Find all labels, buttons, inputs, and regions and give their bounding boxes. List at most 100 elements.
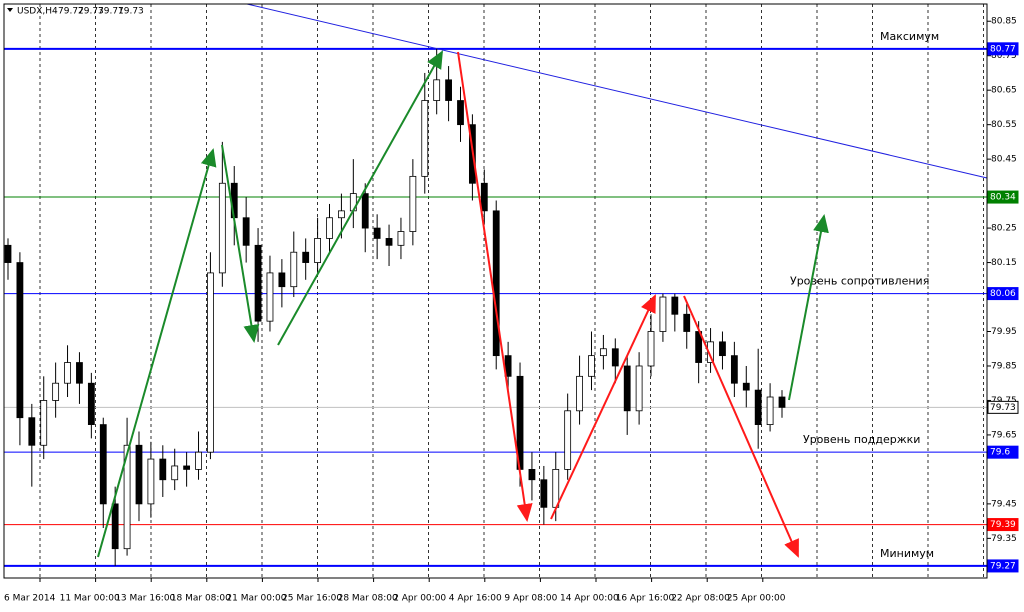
candle-body: [254, 244, 262, 322]
candle-body: [207, 272, 214, 453]
candle-body: [730, 355, 738, 384]
plot-frame: [3, 3, 988, 579]
candle-body: [492, 210, 500, 357]
x-tick-label: 25 Apr 00:00: [727, 594, 786, 604]
header-value: 79.72: [58, 7, 84, 17]
level-price-box: [987, 445, 1019, 459]
level-price-box: [987, 42, 1019, 56]
menu-triangle[interactable]: [7, 8, 13, 12]
levels: Максимум Уровень сопротивления Уровень под…: [4, 30, 987, 567]
level-label: Минимум: [880, 547, 934, 560]
x-tick-label: 2 Apr 00:00: [393, 594, 446, 604]
level-price: 80.77: [990, 44, 1016, 54]
candle-body: [242, 217, 250, 246]
candle-body: [766, 396, 774, 425]
candle-body: [111, 503, 119, 550]
candles: [4, 48, 786, 566]
candle-body: [528, 469, 536, 481]
candle-body: [683, 313, 691, 332]
symbol: USDX,H4: [17, 7, 58, 17]
y-tick-label: 79.65: [991, 430, 1017, 440]
arrow: [683, 295, 799, 558]
arrow: [550, 294, 656, 520]
candle-body: [99, 424, 107, 505]
y-tick-label: 80.55: [991, 120, 1017, 130]
candle-body: [87, 382, 95, 425]
level-price-box: [987, 518, 1019, 532]
y-tick-label: 80.15: [991, 258, 1017, 268]
level-price: 79.73: [990, 403, 1016, 413]
x-tick-label: 22 Apr 08:00: [671, 594, 730, 604]
candle-body: [659, 296, 667, 332]
candle-body: [540, 479, 548, 508]
candle-body: [564, 410, 572, 470]
y-tick-label: 79.45: [991, 499, 1017, 509]
trend-line: [246, 3, 988, 179]
header-value: 79.73: [78, 7, 104, 17]
candle-body: [552, 469, 560, 508]
candle-body: [623, 365, 631, 412]
x-tick-label: 28 Mar 08:00: [338, 594, 398, 604]
y-tick-label: 80.75: [991, 51, 1017, 61]
level-label: Максимум: [880, 30, 939, 43]
arrow: [97, 148, 217, 558]
x-tick-label: 18 Mar 08:00: [171, 594, 231, 604]
y-tick-label: 79.35: [991, 534, 1017, 544]
level-label: Уровень сопротивления: [790, 275, 929, 288]
arrow: [788, 214, 829, 401]
x-tick-label: 9 Apr 08:00: [504, 594, 557, 604]
candle-body: [361, 193, 369, 229]
level-price: 79.39: [990, 520, 1016, 530]
arrow: [457, 51, 533, 522]
candle-body: [754, 389, 762, 425]
level-price-box: [987, 190, 1019, 204]
candle-body: [76, 362, 83, 384]
candle-body: [52, 382, 60, 401]
candle-body: [314, 238, 322, 263]
candle-body: [123, 444, 131, 550]
y-tick-label: 80.65: [991, 86, 1017, 96]
candle-body: [445, 79, 452, 101]
candle-body: [302, 251, 310, 263]
x-tick-label: 25 Mar 16:00: [282, 594, 342, 604]
y-tick-label: 79.85: [991, 361, 1017, 371]
level-price-box: [987, 400, 1019, 414]
candle-body: [147, 458, 155, 505]
candle-body: [433, 79, 441, 101]
x-tick-label: 4 Apr 16:00: [449, 594, 502, 604]
x-tick-label: 11 Mar 00:00: [60, 594, 120, 604]
level-label: Уровень поддержки: [803, 433, 920, 446]
level-price: 79.6: [990, 448, 1010, 458]
candle-body: [135, 444, 143, 505]
header-value: 79.73: [118, 7, 144, 17]
y-tick-label: 80.25: [991, 224, 1017, 234]
candle-body: [409, 175, 417, 232]
candle-body: [28, 417, 36, 446]
candle-body: [599, 348, 607, 357]
header-value: 79.71: [98, 7, 124, 17]
candle-body: [588, 355, 595, 377]
candle-body: [397, 231, 405, 246]
candle-body: [671, 296, 679, 315]
candle-body: [635, 365, 643, 412]
candle-body: [4, 244, 12, 263]
candle-body: [611, 348, 619, 367]
price-axis: 79.3579.4579.6579.7579.8579.9580.1580.25…: [987, 17, 1019, 573]
candle-body: [16, 262, 24, 419]
candle-body: [778, 396, 786, 408]
arrows: [97, 50, 829, 558]
level-price-box: [987, 287, 1019, 301]
candle-body: [373, 227, 381, 239]
candle-body: [576, 375, 583, 412]
candle-body: [171, 465, 179, 481]
x-tick-label: 6 Mar 2014: [4, 594, 56, 604]
x-tick-label: 13 Mar 16:00: [115, 594, 175, 604]
level-price: 80.34: [990, 193, 1016, 203]
candle-body: [742, 382, 750, 391]
level-price-box: [987, 559, 1019, 573]
candle-body: [195, 451, 202, 470]
candle-body: [183, 465, 191, 470]
